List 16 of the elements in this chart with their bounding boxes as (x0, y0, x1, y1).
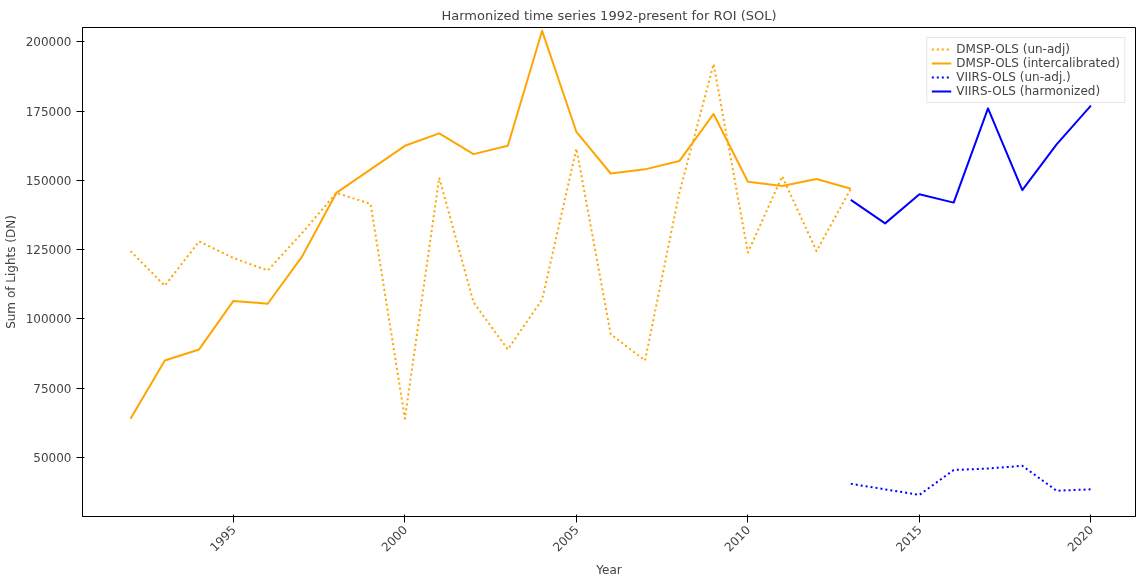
legend-label: VIIRS-OLS (harmonized) (956, 84, 1101, 98)
y-axis-title: Sum of Lights (DN) (3, 215, 18, 329)
y-tick-label: 150000 (25, 173, 72, 188)
y-tick-label: 100000 (25, 312, 72, 327)
line-series (849, 464, 1092, 496)
y-tick-label: 125000 (25, 243, 72, 258)
y-tick-label: 50000 (33, 450, 72, 465)
chart-title: Harmonized time series 1992-present for ROI (SOL) (441, 7, 777, 23)
legend-label: DMSP-OLS (un-adj) (956, 42, 1070, 56)
legend-label: DMSP-OLS (intercalibrated) (956, 56, 1120, 70)
legend-label: VIIRS-OLS (un-adj.) (956, 70, 1071, 84)
y-tick-label: 175000 (25, 104, 72, 119)
x-axis-title: Year (595, 563, 622, 578)
y-tick-label: 75000 (33, 381, 72, 396)
line-series (849, 104, 1092, 225)
y-tick-label: 200000 (25, 35, 72, 50)
